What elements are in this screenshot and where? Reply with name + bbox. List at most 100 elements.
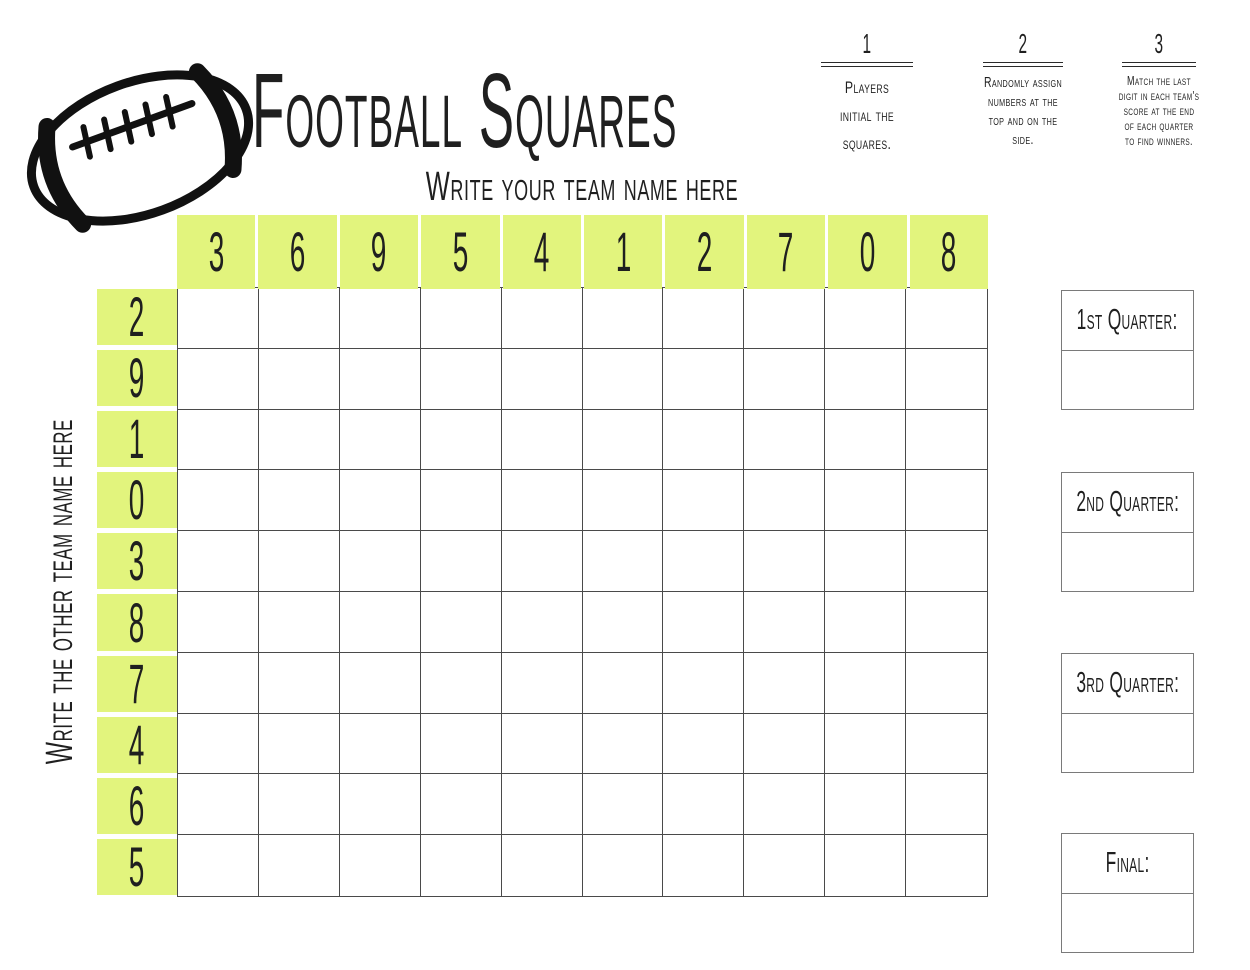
grid-cell[interactable] [501,348,583,410]
grid-cell[interactable] [501,835,583,896]
grid-cell[interactable] [663,288,745,349]
grid-cell[interactable] [582,835,664,896]
grid-cell[interactable] [582,531,664,592]
grid-cell[interactable] [501,531,583,592]
score-box-write-in[interactable] [1062,533,1193,591]
grid-cell[interactable] [906,835,987,896]
grid-cell[interactable] [663,652,745,714]
grid-cell[interactable] [582,713,664,775]
grid-cell[interactable] [663,713,745,775]
grid-cell[interactable] [258,835,340,896]
grid-cell[interactable] [258,348,340,410]
grid-cell[interactable] [258,591,340,653]
grid-cell[interactable] [420,470,502,532]
grid-cell[interactable] [744,531,826,592]
grid-cell[interactable] [582,652,664,714]
grid-cell[interactable] [906,288,987,349]
grid-cell[interactable] [258,409,340,471]
grid-cell[interactable] [744,713,826,775]
grid-cell[interactable] [258,288,340,349]
grid-cell[interactable] [339,288,421,349]
grid-cell[interactable] [744,652,826,714]
grid-cell[interactable] [420,531,502,592]
score-box-write-in[interactable] [1062,351,1193,409]
grid-cell[interactable] [906,591,987,653]
grid-cell[interactable] [744,591,826,653]
grid-cell[interactable] [420,591,502,653]
grid-cell[interactable] [582,288,664,349]
grid-cell[interactable] [663,591,745,653]
grid-cell[interactable] [339,713,421,775]
grid-cell[interactable] [420,835,502,896]
grid-cell[interactable] [339,774,421,836]
grid-cell[interactable] [582,348,664,410]
grid-cell[interactable] [339,348,421,410]
grid-cell[interactable] [825,470,907,532]
grid-cell[interactable] [825,288,907,349]
grid-cell[interactable] [663,774,745,836]
grid-cell[interactable] [501,288,583,349]
grid-cell[interactable] [825,409,907,471]
grid-cell[interactable] [339,409,421,471]
grid-cell[interactable] [906,470,987,532]
grid-cell[interactable] [825,774,907,836]
grid-cell[interactable] [501,774,583,836]
grid-cell[interactable] [744,348,826,410]
grid-cell[interactable] [906,774,987,836]
grid-cell[interactable] [339,531,421,592]
grid-cell[interactable] [501,713,583,775]
grid-cell[interactable] [258,713,340,775]
grid-cell[interactable] [501,652,583,714]
grid-cell[interactable] [178,591,259,653]
grid-cell[interactable] [825,348,907,410]
grid-cell[interactable] [178,288,259,349]
grid-cell[interactable] [420,348,502,410]
grid-cell[interactable] [744,288,826,349]
grid-cell[interactable] [663,409,745,471]
grid-cell[interactable] [825,531,907,592]
grid-cell[interactable] [663,470,745,532]
grid-cell[interactable] [178,348,259,410]
grid-cell[interactable] [178,409,259,471]
grid-cell[interactable] [420,288,502,349]
grid-cell[interactable] [501,591,583,653]
grid-cell[interactable] [906,713,987,775]
grid-cell[interactable] [178,470,259,532]
grid-cell[interactable] [906,652,987,714]
grid-cell[interactable] [744,835,826,896]
grid-cell[interactable] [501,470,583,532]
grid-cell[interactable] [744,470,826,532]
score-box-write-in[interactable] [1062,894,1193,952]
grid-cell[interactable] [906,531,987,592]
grid-cell[interactable] [582,470,664,532]
grid-cell[interactable] [258,652,340,714]
grid-cell[interactable] [178,652,259,714]
grid-cell[interactable] [178,835,259,896]
grid-cell[interactable] [825,652,907,714]
grid-cell[interactable] [420,409,502,471]
grid-cell[interactable] [582,591,664,653]
grid-cell[interactable] [825,835,907,896]
grid-cell[interactable] [744,409,826,471]
grid-cell[interactable] [663,348,745,410]
grid-cell[interactable] [178,713,259,775]
grid-cell[interactable] [825,713,907,775]
grid-cell[interactable] [663,835,745,896]
grid-cell[interactable] [420,652,502,714]
grid-cell[interactable] [339,470,421,532]
grid-cell[interactable] [178,531,259,592]
grid-cell[interactable] [258,470,340,532]
score-box-write-in[interactable] [1062,714,1193,772]
grid-cell[interactable] [825,591,907,653]
grid-cell[interactable] [420,774,502,836]
grid-cell[interactable] [582,774,664,836]
grid-cell[interactable] [663,531,745,592]
grid-cell[interactable] [744,774,826,836]
grid-cell[interactable] [339,591,421,653]
grid-cell[interactable] [178,774,259,836]
grid-cell[interactable] [501,409,583,471]
grid-cell[interactable] [339,652,421,714]
grid-cell[interactable] [906,409,987,471]
grid-cell[interactable] [420,713,502,775]
grid-cell[interactable] [258,774,340,836]
